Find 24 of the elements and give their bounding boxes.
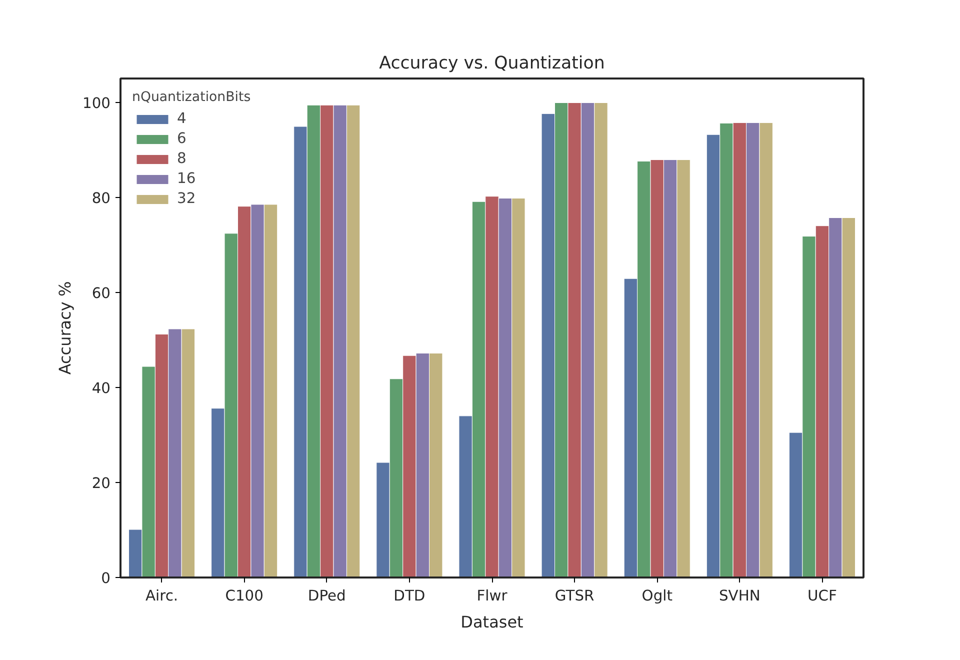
x-tick-label: Airc. — [146, 588, 178, 604]
legend-label: 32 — [177, 190, 197, 207]
legend-label: 6 — [177, 130, 188, 147]
chart-title: Accuracy vs. Quantization — [379, 54, 605, 74]
x-tick-label: Flwr — [476, 588, 508, 604]
y-tick-label: 20 — [92, 474, 111, 492]
y-tick-label: 60 — [92, 284, 111, 302]
legend-label: 4 — [177, 110, 188, 127]
x-tick-label: C100 — [225, 588, 264, 604]
y-tick-label: 100 — [82, 94, 111, 112]
y-tick-label: 40 — [92, 380, 111, 397]
x-tick-label: SVHN — [719, 588, 760, 604]
y-tick-label: 80 — [92, 190, 111, 207]
legend-title: nQuantizationBits — [132, 90, 251, 105]
x-tick-label: GTSR — [554, 588, 594, 604]
x-axis-title: Dataset — [460, 612, 524, 632]
x-tick-label: DPed — [308, 588, 346, 604]
x-tick-label: DTD — [394, 588, 426, 604]
x-tick-label: UCF — [808, 588, 837, 604]
legend-label: 8 — [177, 150, 188, 167]
y-tick-label: 0 — [101, 570, 111, 587]
x-tick-label: Oglt — [642, 588, 673, 604]
legend-label: 16 — [177, 170, 197, 187]
y-axis-title: Accuracy % — [56, 281, 75, 375]
